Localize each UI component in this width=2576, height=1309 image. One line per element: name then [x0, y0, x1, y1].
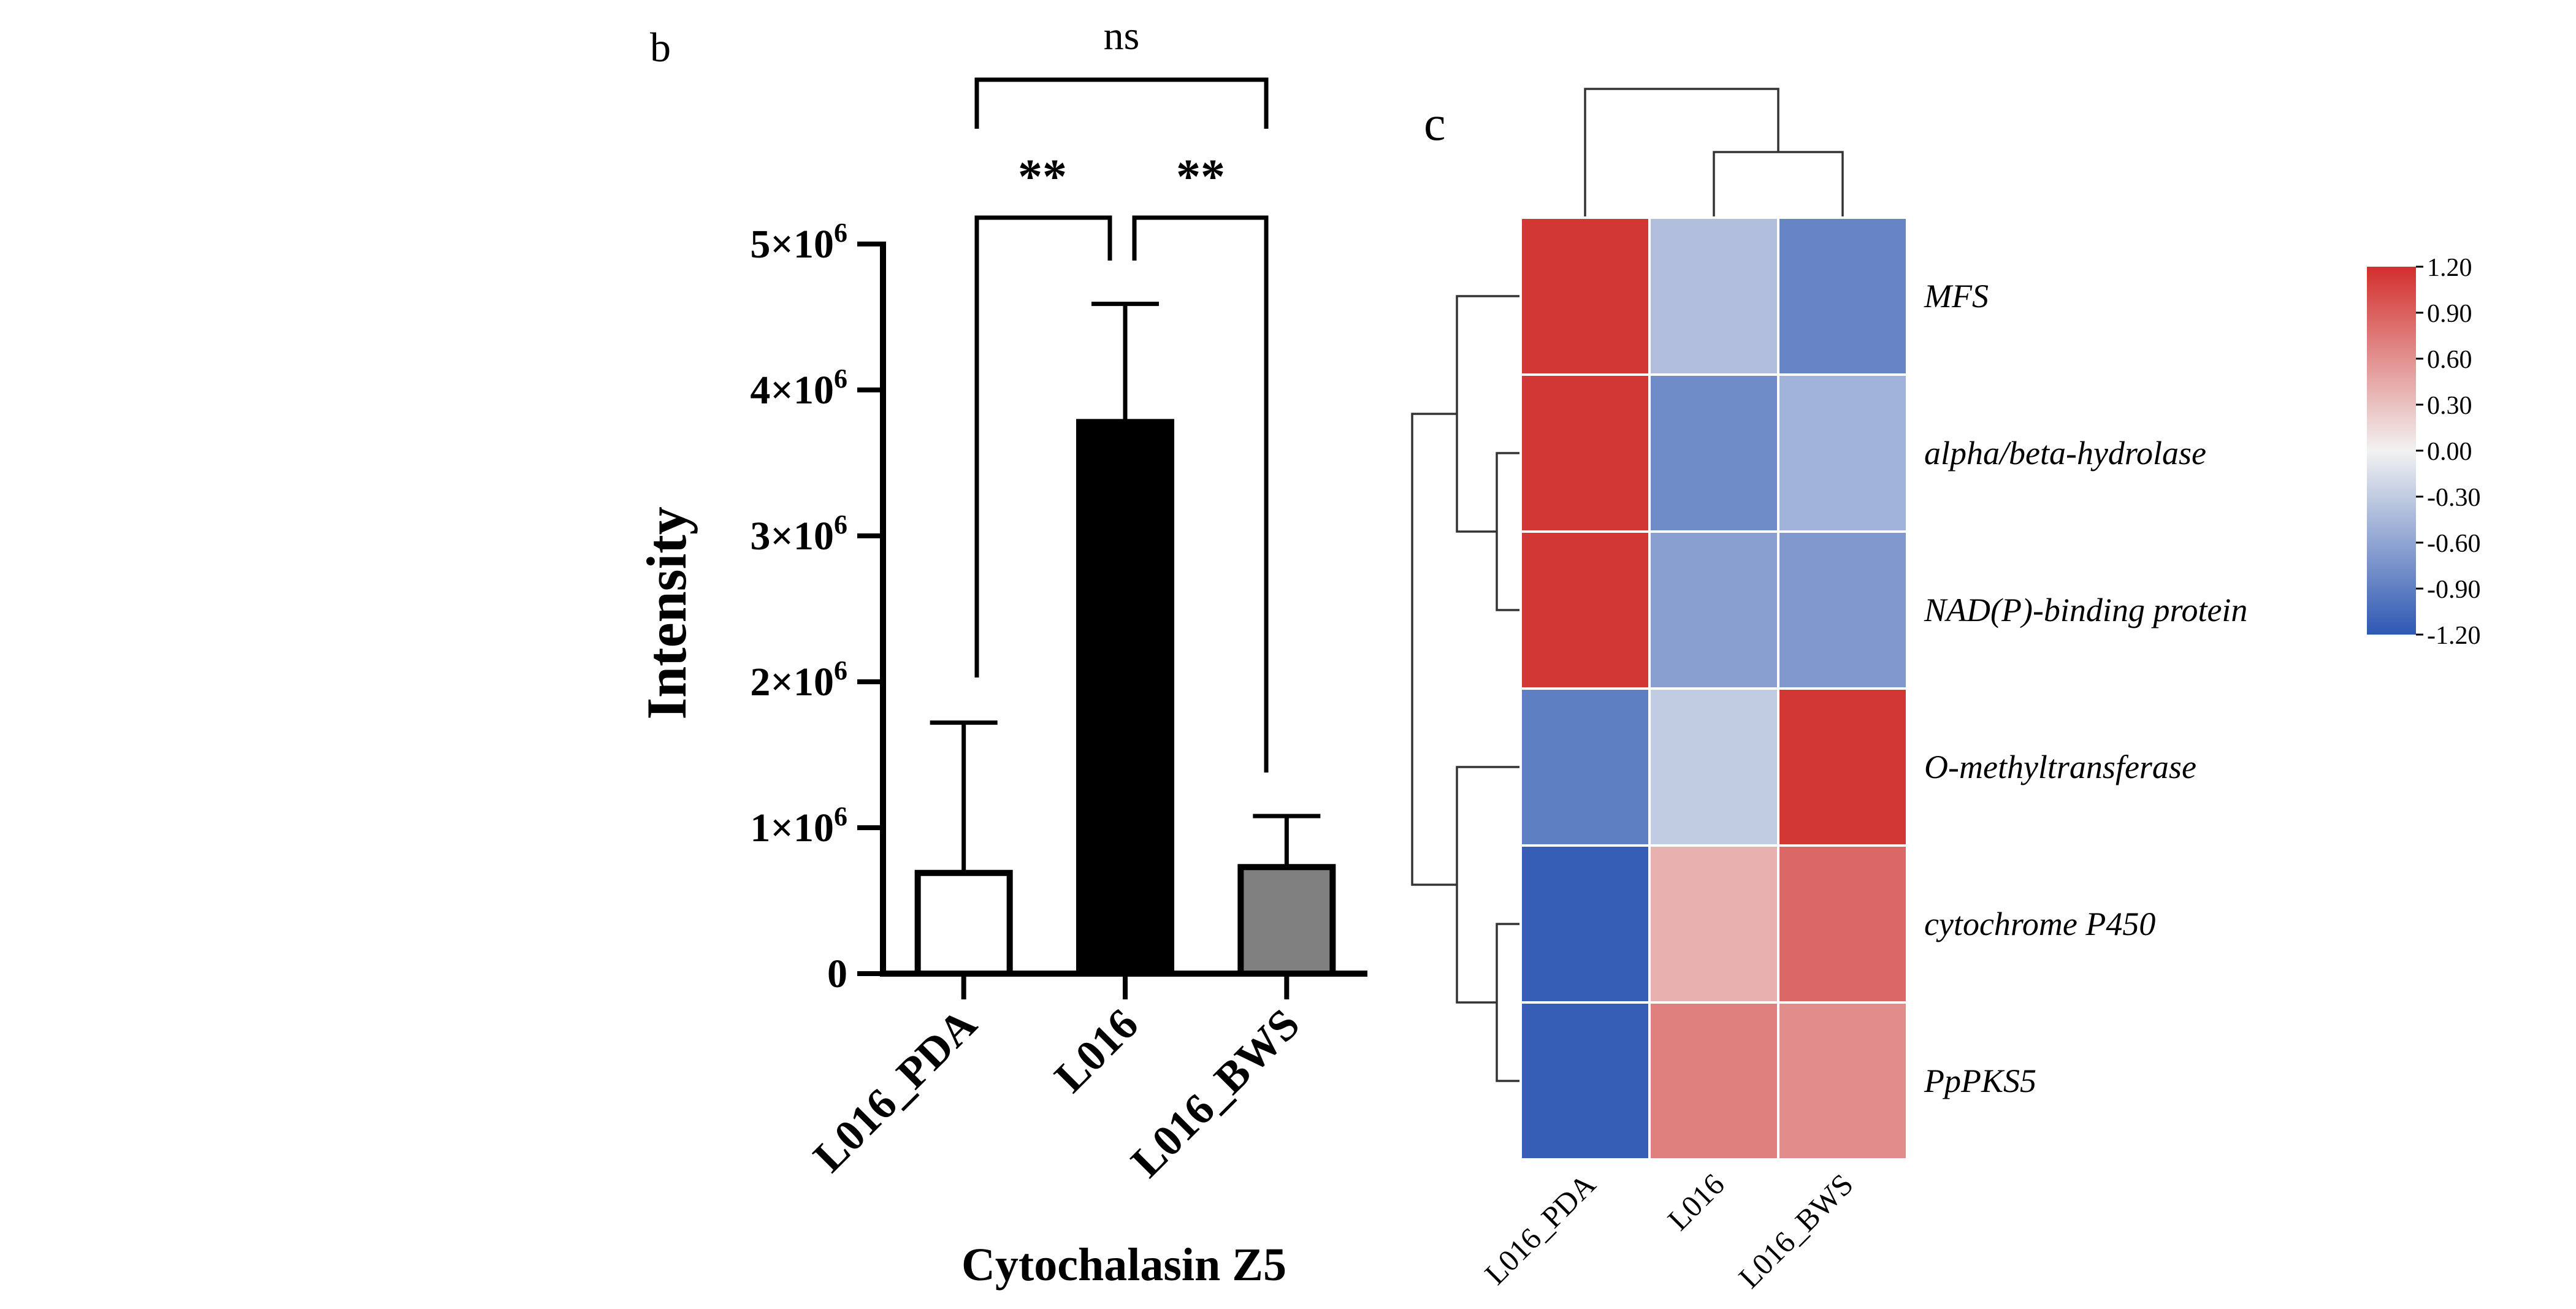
heatmap-column-label: L016_PDA	[1478, 1167, 1602, 1291]
significance-bracket	[1132, 215, 1269, 773]
heatmap-cell	[1519, 844, 1651, 1004]
bar-axes	[857, 242, 1367, 999]
heatmap-row-label: NAD(P)-binding protein	[1924, 592, 2247, 628]
x-tick-label-L016: L016	[1045, 999, 1147, 1102]
heatmap-row-label: alpha/beta-hydrolase	[1924, 435, 2206, 471]
significance-brackets: ** ** ns	[974, 13, 1269, 773]
heatmap-cell	[1777, 1001, 1908, 1161]
panel-label-c: c	[1424, 97, 1446, 151]
color-bar-tick-label: 0.00	[2427, 438, 2472, 466]
y-tick-label: 0	[827, 952, 847, 996]
y-tick-exponent: 6	[834, 509, 847, 540]
heatmap-cell	[1648, 687, 1779, 847]
y-tick-label: 1×106	[750, 801, 847, 850]
heatmap-cell	[1777, 216, 1908, 376]
color-bar-tick-label: -0.90	[2427, 576, 2481, 604]
bar-chart-panel: b Intensity 0 1×106 2×106 3×106 4×106 5×106 *…	[635, 13, 1367, 1291]
color-bar-tick-label: 0.90	[2427, 300, 2472, 328]
heatmap-cell	[1648, 844, 1779, 1004]
column-dendrogram	[1584, 88, 1844, 218]
heatmap-row-labels: MFS alpha/beta-hydrolase NAD(P)-binding pr…	[1924, 278, 2247, 1099]
color-bar-tick-label: 0.30	[2427, 392, 2472, 420]
bar-L016_BWS	[1237, 864, 1336, 977]
y-tick-label: 5×106	[750, 218, 847, 267]
heatmap-cell	[1777, 530, 1908, 690]
significance-label: **	[1018, 150, 1067, 204]
heatmap-row-label: PpPKS5	[1924, 1063, 2036, 1099]
significance-label: ns	[1104, 13, 1140, 58]
significance-bracket	[974, 215, 1112, 677]
heatmap-cell	[1519, 687, 1651, 847]
color-bar-tick-label: -0.30	[2427, 484, 2481, 512]
heatmap-column-label: L016	[1661, 1167, 1731, 1237]
x-tick-label-L016_BWS: L016_BWS	[1122, 999, 1309, 1187]
heatmap-column-label: L016_BWS	[1732, 1167, 1860, 1295]
heatmap-column-labels: L016_PDA L016 L016_BWS	[1478, 1167, 1860, 1295]
y-tick-exponent: 6	[834, 218, 847, 248]
heatmap-cell	[1777, 373, 1908, 533]
y-tick-labels: 0 1×106 2×106 3×106 4×106 5×106	[750, 218, 847, 996]
heatmap-cell	[1519, 530, 1651, 690]
significance-label: **	[1176, 150, 1225, 204]
heatmap-cell	[1519, 373, 1651, 533]
y-axis-title: Intensity	[635, 506, 698, 720]
color-bar-legend: 1.20 0.90 0.60 0.30 0.00 -0.30 -0.60 -0.90 -1.20	[2367, 254, 2481, 650]
heatmap-row-label: cytochrome P450	[1924, 906, 2155, 942]
color-bar-tick-label: 1.20	[2427, 254, 2472, 282]
color-bar	[2367, 267, 2416, 635]
heatmap-cell	[1648, 373, 1779, 533]
y-tick-label: 4×106	[750, 364, 847, 413]
y-tick-label: 2×106	[750, 655, 847, 704]
bar-L016	[1076, 419, 1174, 977]
color-bar-tick-label: -1.20	[2427, 622, 2481, 650]
heatmap-cell	[1648, 216, 1779, 376]
heatmap-row-label: MFS	[1924, 278, 1989, 315]
x-axis-title: Cytochalasin Z5	[961, 1239, 1286, 1291]
row-dendrogram	[1411, 295, 1521, 1082]
panel-label-b: b	[650, 24, 671, 71]
heatmap-panel: c MFS alpha/beta-hydrolase NAD(P)-binding …	[1411, 88, 2481, 1295]
y-tick-exponent: 6	[834, 655, 847, 685]
bars	[914, 302, 1336, 977]
heatmap-cell	[1777, 687, 1908, 847]
heatmap-cells	[1519, 216, 1908, 1161]
heatmap-cell	[1519, 216, 1651, 376]
color-bar-ticks: 1.20 0.90 0.60 0.30 0.00 -0.30 -0.60 -0.90 -1.20	[2416, 254, 2481, 650]
heatmap-cell	[1519, 1001, 1651, 1161]
significance-bracket	[974, 77, 1269, 129]
heatmap-row-label: O-methyltransferase	[1924, 749, 2196, 785]
x-tick-label-L016_PDA: L016_PDA	[804, 999, 986, 1181]
heatmap-cell	[1648, 1001, 1779, 1161]
color-bar-tick-label: -0.60	[2427, 530, 2481, 558]
color-bar-tick-label: 0.60	[2427, 346, 2472, 374]
bar-L016_PDA	[914, 869, 1013, 977]
heatmap-cell	[1777, 844, 1908, 1004]
heatmap-cell	[1648, 530, 1779, 690]
y-tick-label: 3×106	[750, 509, 847, 559]
y-tick-exponent: 6	[834, 801, 847, 831]
y-tick-exponent: 6	[834, 364, 847, 394]
